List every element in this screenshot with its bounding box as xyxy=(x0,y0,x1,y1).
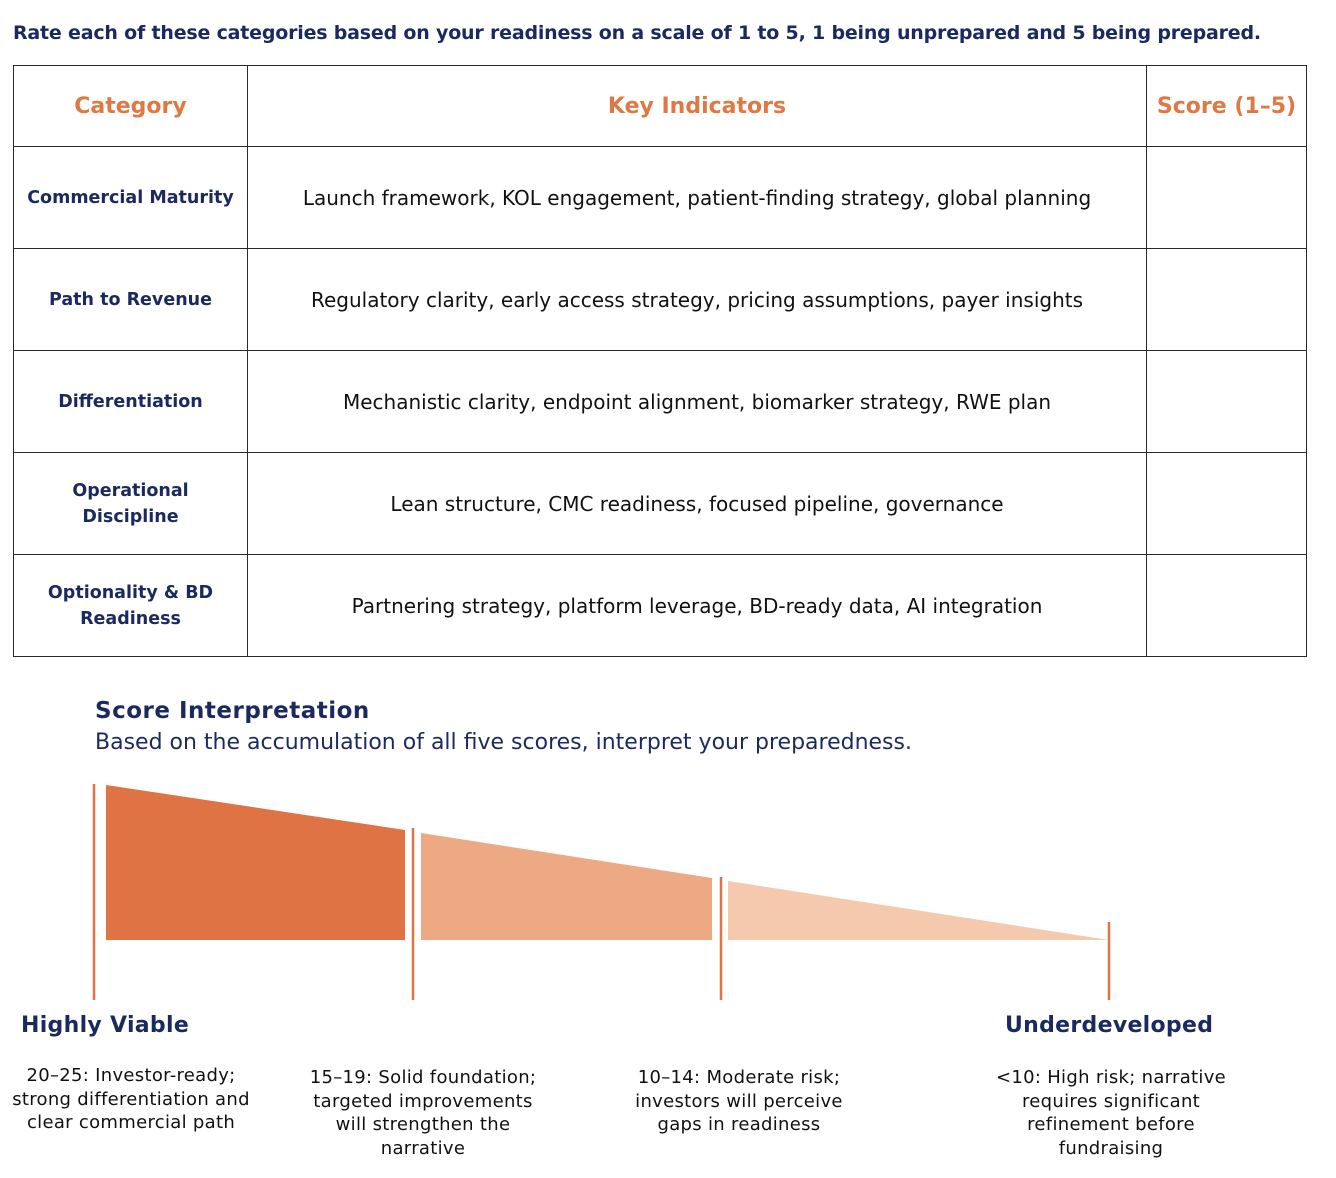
indicators: Mechanistic clarity, endpoint alignment,… xyxy=(247,350,1147,453)
category: Optionality & BD Readiness xyxy=(13,554,248,657)
indicators: Lean structure, CMC readiness, focused p… xyxy=(247,452,1147,555)
section-title: Score Interpretation xyxy=(95,698,370,724)
row: Commercial Maturity Launch framework, KOL… xyxy=(13,146,1307,249)
segment-high xyxy=(106,785,405,940)
description: 15–19: Solid foundation; targeted improv… xyxy=(309,1067,537,1159)
description: <10: High risk; narrative requires signi… xyxy=(995,1067,1227,1159)
category: Commercial Maturity xyxy=(13,146,248,249)
description: 20–25: Investor-ready; strong differenti… xyxy=(12,1065,250,1133)
readiness-table: Category Key Indicators Score (1–5) Comm… xyxy=(13,65,1307,657)
section-subtitle: Based on the accumulation of all five sc… xyxy=(95,730,912,755)
instruction: Rate each of these categories based on y… xyxy=(13,22,1261,44)
indicators: Regulatory clarity, early access strateg… xyxy=(247,248,1147,351)
row: Operational Discipline Lean structure, CM… xyxy=(13,452,1307,555)
category: Differentiation xyxy=(13,350,248,453)
header-cell: Category xyxy=(13,65,248,147)
header-row: Category Key Indicators Score (1–5) xyxy=(13,65,1307,147)
score-cell xyxy=(1146,452,1307,555)
description: 10–14: Moderate risk; investors will per… xyxy=(635,1067,843,1135)
row: Path to Revenue Regulatory clarity, early… xyxy=(13,248,1307,351)
category: Path to Revenue xyxy=(13,248,248,351)
header-cell: Score (1–5) xyxy=(1146,65,1307,147)
row: Optionality & BD Readiness Partnering str… xyxy=(13,554,1307,657)
high-label: Highly Viable xyxy=(21,1013,190,1038)
score-cell xyxy=(1146,248,1307,351)
low-label: Underdeveloped xyxy=(1005,1013,1214,1038)
indicators: Launch framework, KOL engagement, patien… xyxy=(247,146,1147,249)
category: Operational Discipline xyxy=(13,452,248,555)
score-cell xyxy=(1146,554,1307,657)
header-cell: Key Indicators xyxy=(247,65,1147,147)
segment-low xyxy=(728,881,1109,940)
row: Differentiation Mechanistic clarity, endp… xyxy=(13,350,1307,453)
indicators: Partnering strategy, platform leverage, … xyxy=(247,554,1147,657)
score-cell xyxy=(1146,146,1307,249)
score-cell xyxy=(1146,350,1307,453)
readiness-scale xyxy=(92,784,1111,1000)
segment-mid xyxy=(421,833,712,940)
